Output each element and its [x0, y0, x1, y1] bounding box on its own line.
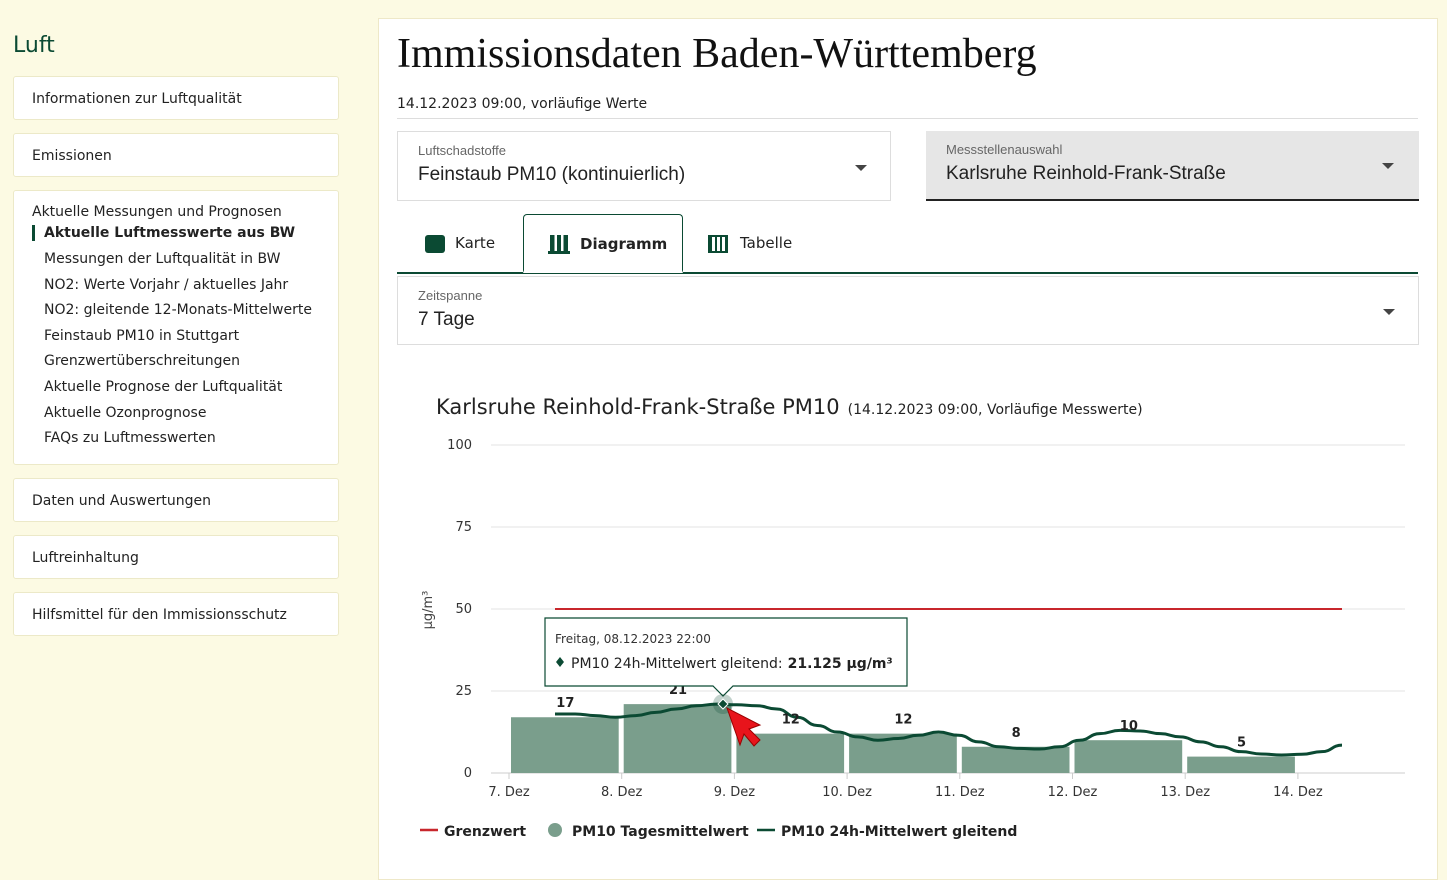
caret — [1383, 309, 1395, 315]
x-tick-label: 8. Dez — [601, 785, 643, 800]
pollutant-select[interactable]: Luftschadstoffe Feinstaub PM10 (kontinui… — [397, 131, 891, 201]
x-tick-label: 12. Dez — [1048, 785, 1098, 800]
tab-label: Karte — [455, 234, 496, 252]
data-label: 21 — [669, 683, 687, 698]
bar — [511, 717, 619, 773]
nav-link[interactable]: FAQs zu Luftmesswerten — [44, 430, 216, 447]
data-label: 8 — [1012, 726, 1021, 741]
nav-link[interactable]: Aktuelle Prognose der Luftqualität — [44, 379, 283, 395]
select-label: Zeitspanne — [418, 288, 483, 303]
nav-group: Aktuelle Messungen und Prognosen Aktuell… — [13, 190, 339, 465]
x-tick-label: 9. Dez — [714, 785, 756, 800]
y-tick-label: 50 — [455, 602, 472, 617]
sidebar-title: Luft — [13, 33, 55, 58]
data-label: 12 — [894, 713, 912, 728]
divider — [397, 118, 1418, 119]
period-select[interactable]: Zeitspanne 7 Tage — [397, 276, 1419, 345]
nav-group-title[interactable]: Aktuelle Messungen und Prognosen — [32, 204, 282, 220]
tooltip-value: 21.125 µg/m³ — [788, 656, 893, 672]
select-value: Karlsruhe Reinhold-Frank-Straße — [946, 163, 1226, 184]
timestamp: 14.12.2023 09:00, vorläufige Werte — [397, 96, 648, 112]
nav-link[interactable]: Grenzwertüberschreitungen — [44, 353, 240, 370]
nav-link[interactable]: Aktuelle Ozonprognose — [44, 404, 207, 421]
nav-link[interactable]: Feinstaub PM10 in Stuttgart — [44, 327, 240, 344]
bar — [961, 746, 1070, 773]
tooltip-box — [544, 617, 908, 697]
bar — [1074, 740, 1183, 773]
hover-marker — [713, 694, 762, 747]
tooltip-text: PM10 24h-Mittelwert gleitend: 21.125 µg/m… — [571, 656, 893, 672]
tab-label: Tabelle — [740, 234, 793, 252]
bar — [1187, 756, 1295, 773]
nav-link[interactable]: NO2: gleitende 12-Monats-Mittelwerte — [44, 302, 312, 319]
plot: 0 25 50 75 100 7. Dez 8. Dez 9. Dez 10. Dez 11. D… — [447, 438, 1405, 800]
data-label: 12 — [782, 713, 800, 728]
nav-link[interactable]: NO2: Werte Vorjahr / aktuelles Jahr — [44, 276, 289, 293]
x-tick-label: 13. Dez — [1160, 785, 1210, 800]
y-tick-label: 0 — [464, 766, 472, 781]
legend-label: Grenzwert — [444, 824, 526, 840]
nav-item[interactable]: Informationen zur Luftqualität — [13, 76, 339, 120]
line — [554, 702, 1343, 757]
legend: Grenzwert PM10 Tagesmittelwert PM10 24h-Mi… — [420, 823, 1017, 840]
bar — [849, 733, 957, 773]
tab[interactable]: Tabelle — [708, 214, 808, 273]
x-tick-label: 11. Dez — [935, 785, 985, 800]
select-value: 7 Tage — [418, 309, 475, 330]
select-value: Feinstaub PM10 (kontinuierlich) — [418, 164, 686, 185]
tooltip: Freitag, 08.12.2023 22:00 PM10 24h-Mitte… — [544, 617, 908, 697]
x-tick-label: 7. Dez — [488, 785, 530, 800]
legend-label: PM10 24h-Mittelwert gleitend — [781, 824, 1017, 840]
data-label: 17 — [556, 696, 574, 711]
x-tick-label: 10. Dez — [822, 785, 872, 800]
tab-bar-line — [397, 272, 1418, 274]
x-tick-label: 14. Dez — [1273, 785, 1323, 800]
caret — [855, 165, 867, 171]
caret — [1382, 163, 1394, 169]
data-label: 10 — [1120, 719, 1138, 734]
hover-point — [717, 698, 729, 710]
y-axis-label: µg/m³ — [421, 591, 436, 630]
tab-label: Diagramm — [580, 235, 668, 253]
chart-title: Karlsruhe Reinhold-Frank-Straße PM10 (14.… — [436, 395, 1143, 419]
y-tick-label: 25 — [455, 684, 472, 699]
mouse-cursor — [726, 706, 762, 747]
select-label: Luftschadstoffe — [418, 143, 506, 158]
nav-item[interactable]: Daten und Auswertungen — [13, 478, 339, 522]
y-tick-label: 100 — [447, 438, 472, 453]
chart-title-text: Karlsruhe Reinhold-Frank-Straße PM10 — [436, 395, 840, 419]
tab-active[interactable]: Diagramm — [523, 214, 683, 273]
chart-subtitle: (14.12.2023 09:00, Vorläufige Messwerte) — [848, 402, 1143, 418]
tooltip-label: PM10 24h-Mittelwert gleitend: — [571, 656, 783, 672]
select-label: Messstellenauswahl — [946, 142, 1063, 157]
nav-item[interactable]: Emissionen — [13, 133, 339, 177]
legend-label: PM10 Tagesmittelwert — [572, 824, 749, 840]
nav-item[interactable]: Luftreinhaltung — [13, 535, 339, 579]
station-select[interactable]: Messstellenauswahl Karlsruhe Reinhold-Fr… — [926, 131, 1419, 201]
tooltip-symbol — [556, 657, 564, 667]
tooltip-date: Freitag, 08.12.2023 22:00 — [555, 632, 711, 646]
nav-link[interactable]: Messungen der Luftqualität in BW — [44, 251, 281, 267]
data-label: 5 — [1237, 736, 1246, 751]
nav-item[interactable]: Hilfsmittel für den Immissionsschutz — [13, 592, 339, 636]
tab[interactable]: Karte — [425, 214, 515, 273]
page-heading: Immissionsdaten Baden-Württemberg — [397, 31, 1037, 77]
legend-symbol — [548, 823, 562, 837]
nav-active[interactable]: Aktuelle Luftmesswerte aus BW — [32, 225, 295, 241]
y-tick-label: 75 — [455, 520, 472, 535]
